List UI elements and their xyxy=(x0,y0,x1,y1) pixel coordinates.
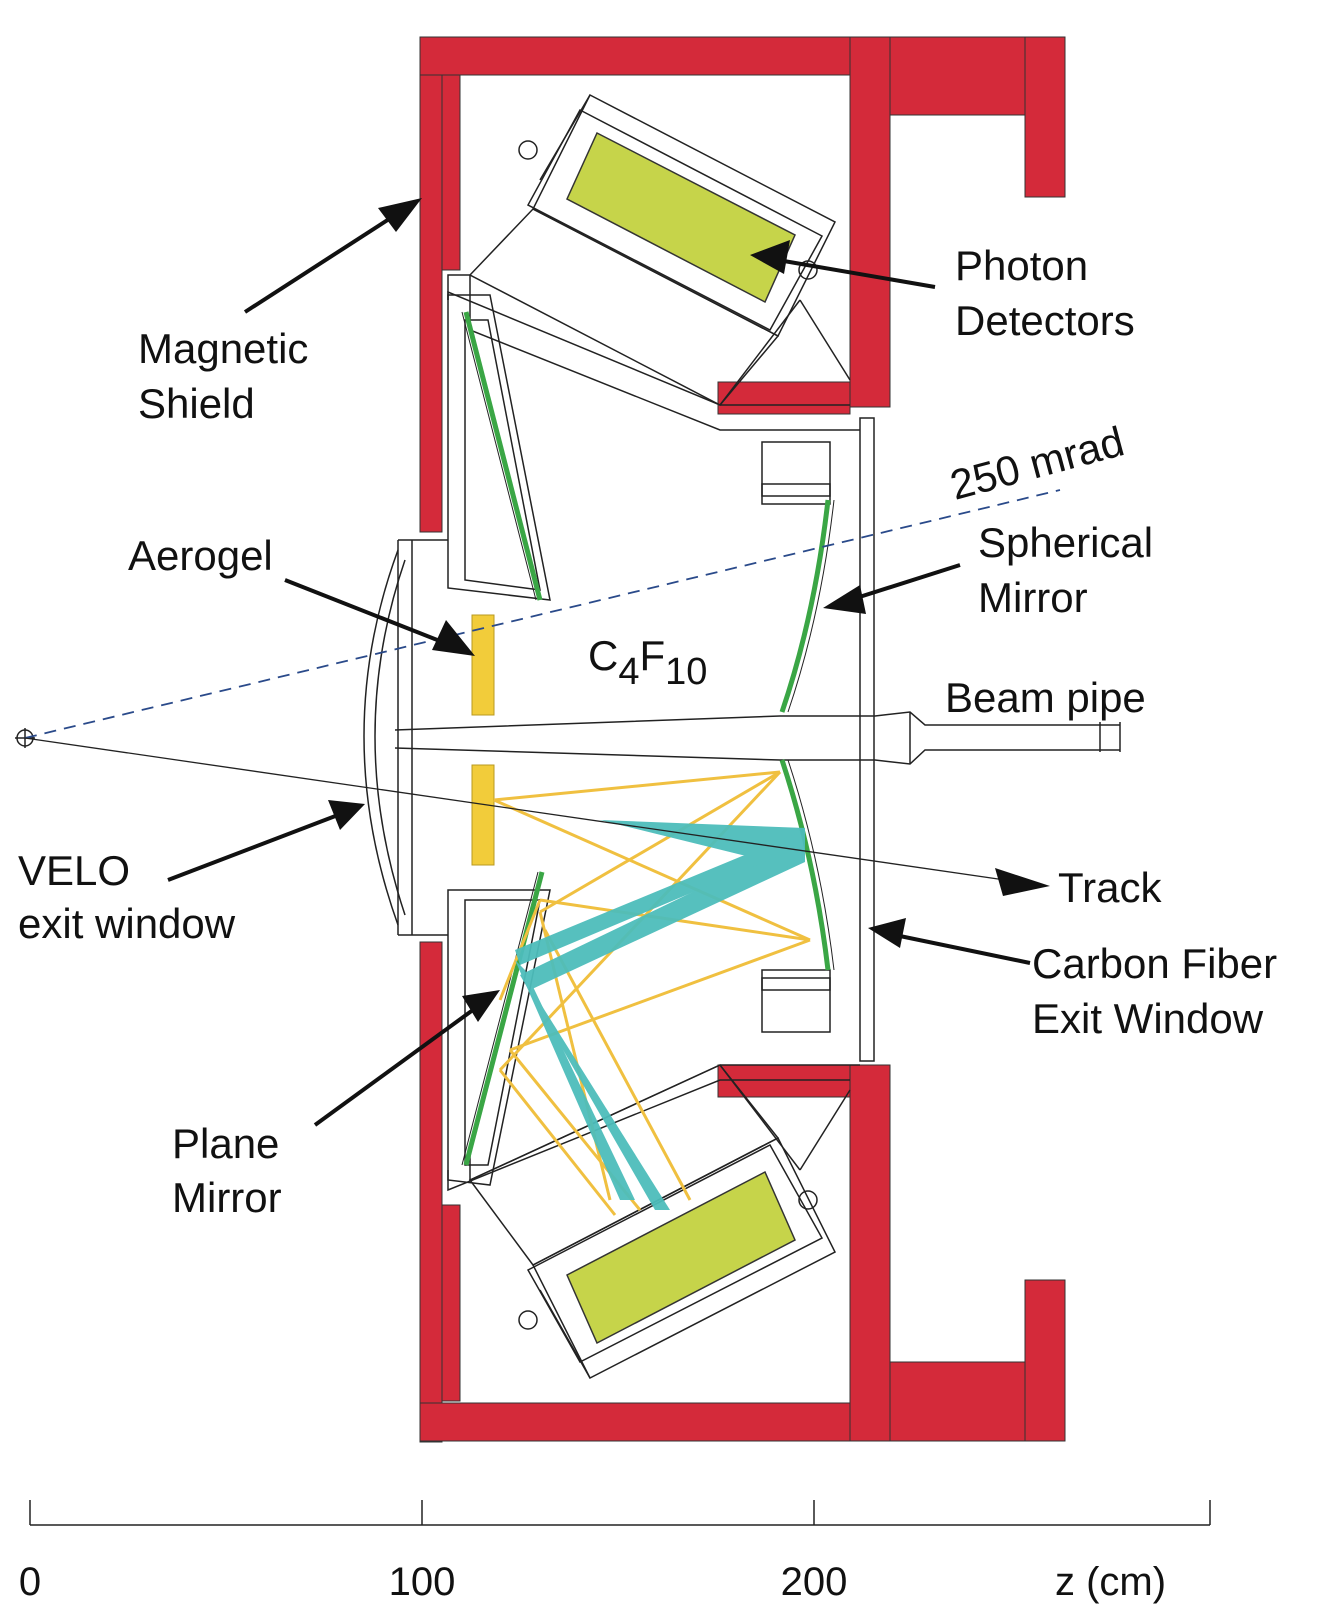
carbon-fiber-label-line2: Exit Window xyxy=(1032,995,1264,1042)
lower-photon-detector-frame xyxy=(468,1064,851,1380)
spherical-mirror-label-line1: Spherical xyxy=(978,519,1153,566)
gas-cherenkov-cone xyxy=(515,820,805,1210)
magnetic-shield-label-line2: Shield xyxy=(138,380,255,427)
velo-exit-window-label-line1: VELO xyxy=(18,847,130,894)
plane-mirror-label-line2: Mirror xyxy=(172,1174,282,1221)
magnetic-shield-label-line1: Magnetic xyxy=(138,325,308,372)
angle-line xyxy=(24,489,1061,739)
photon-detectors-label-line2: Detectors xyxy=(955,297,1135,344)
beam-pipe-label: Beam pipe xyxy=(945,674,1146,721)
upper-photon-detector xyxy=(566,131,796,304)
upper-plane-mirror xyxy=(461,311,543,601)
lower-photon-detector xyxy=(566,1170,796,1345)
track-line xyxy=(24,737,1006,881)
vessel-outline xyxy=(363,274,1121,1192)
gas-label-sub2: 10 xyxy=(665,651,707,693)
track-label: Track xyxy=(1058,864,1162,911)
spherical-mirror-label-line2: Mirror xyxy=(978,574,1088,621)
z-axis-tick-label-0: 0 xyxy=(19,1560,41,1604)
carbon-fiber-label-line1: Carbon Fiber xyxy=(1032,940,1277,987)
gas-label: C4F10 xyxy=(588,632,707,693)
photon-detectors-label-line1: Photon xyxy=(955,242,1088,289)
magnetic-shield xyxy=(419,36,1066,1443)
z-axis-tick-label-100: 100 xyxy=(389,1560,456,1604)
z-axis-tick-label-200: 200 xyxy=(781,1560,848,1604)
plane-mirror-label-line1: Plane xyxy=(172,1120,279,1167)
track-arrowhead xyxy=(995,868,1050,896)
lower-plane-mirror xyxy=(461,871,545,1166)
gas-label-sub1: 4 xyxy=(618,651,639,693)
aerogel-label: Aerogel xyxy=(128,532,273,579)
z-axis: z (cm) 0 100 200 xyxy=(19,1500,1211,1604)
gas-label-c: C xyxy=(588,632,618,679)
upper-photon-detector-frame xyxy=(468,93,851,406)
velo-exit-window-label-line2: exit window xyxy=(18,900,236,947)
spherical-mirror xyxy=(779,499,835,971)
gas-label-f: F xyxy=(639,632,665,679)
aerogel xyxy=(471,614,495,866)
annotation-arrows xyxy=(167,198,1031,1127)
z-axis-unit-label: z (cm) xyxy=(1055,1560,1166,1604)
